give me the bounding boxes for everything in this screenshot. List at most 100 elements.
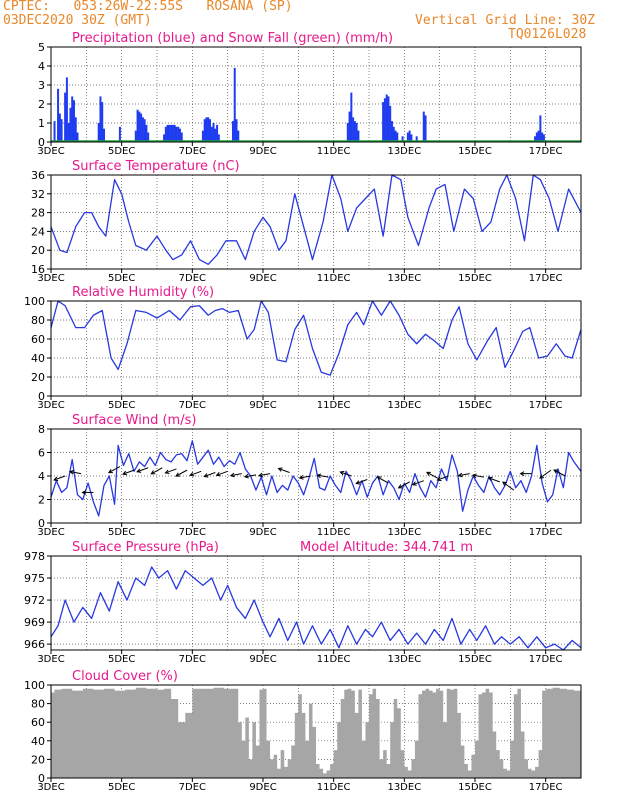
wind-arrow	[412, 480, 424, 486]
precip-bar	[67, 123, 70, 142]
precip-bar	[58, 113, 61, 142]
wind-arrow-head	[376, 476, 382, 481]
precip-bar	[214, 128, 217, 142]
y-tick-label: 6	[38, 447, 45, 460]
precip-bar	[178, 128, 181, 142]
x-tick-label: 11DEC	[317, 146, 351, 157]
x-tick-label: 13DEC	[387, 782, 421, 793]
precip-bar	[392, 126, 395, 142]
y-tick-label: 8	[38, 423, 45, 436]
x-tick-label: 3DEC	[37, 654, 64, 665]
wind-arrow-head	[69, 469, 74, 475]
panel-2: 0 20 40 60 80 100 3DEC 5DEC 7DEC 9DEC 11DEC 13DEC 15…	[24, 285, 582, 411]
precip-bar	[207, 117, 210, 142]
wind-arrow-head	[411, 481, 417, 486]
wind-arrow	[165, 468, 177, 474]
precip-bar	[203, 119, 206, 142]
cloud-cover-area	[51, 687, 581, 778]
y-tick-label: 0	[38, 772, 45, 785]
wind-arrow-head	[457, 472, 463, 478]
y-tick-label: 16	[31, 263, 45, 276]
y-tick-label: 20	[31, 244, 45, 257]
panel-frame	[50, 555, 582, 651]
wind-arrow-head	[203, 473, 209, 478]
wind-arrow	[244, 474, 257, 478]
x-tick-label: 15DEC	[458, 273, 492, 284]
precip-bar	[210, 126, 213, 142]
y-tick-label: 2	[38, 98, 45, 111]
panel-frame	[50, 174, 582, 270]
model-altitude: Model Altitude: 344.741 m	[300, 540, 473, 555]
wind-arrow-head	[519, 471, 525, 477]
panel-title: Precipitation (blue) and Snow Fall (gree…	[72, 31, 393, 46]
wind-arrow-head	[164, 469, 170, 475]
precip-bar	[383, 98, 386, 142]
y-tick-label: 100	[24, 679, 45, 692]
x-tick-label: 7DEC	[179, 782, 206, 793]
wind-arrow	[377, 476, 389, 484]
x-tick-label: 7DEC	[179, 146, 206, 157]
wind-arrow-head	[355, 480, 361, 485]
wind-arrow	[317, 474, 329, 478]
precip-bar	[212, 123, 215, 142]
temperature-line	[50, 174, 582, 265]
humidity-line	[50, 300, 582, 376]
precip-bar	[103, 128, 105, 142]
x-tick-label: 9DEC	[249, 654, 276, 665]
y-tick-label: 1	[38, 117, 45, 130]
wind-arrow-head	[189, 471, 195, 477]
x-tick-label: 17DEC	[529, 654, 563, 665]
wind-arrow	[258, 473, 271, 477]
panel-0: 0 1 2 3 4 5 3DEC 5DEC 7DEC 9DEC 11DEC 13DEC 15DEC 17D…	[37, 31, 582, 157]
precip-bar	[173, 124, 176, 142]
wind-arrow	[230, 473, 242, 477]
y-tick-label: 978	[24, 550, 45, 563]
x-tick-label: 3DEC	[37, 527, 64, 538]
precip-bar	[542, 134, 545, 142]
y-tick-label: 972	[24, 594, 45, 607]
y-tick-label: 966	[24, 638, 45, 651]
y-tick-label: 969	[24, 616, 45, 629]
x-tick-label: 9DEC	[249, 527, 276, 538]
wind-arrow	[437, 475, 449, 481]
y-tick-label: 2	[38, 494, 45, 507]
wind-arrow	[175, 469, 188, 477]
precip-bar	[143, 119, 146, 142]
run-time-header: 03DEC2020 30Z (GMT)	[3, 13, 152, 28]
y-tick-label: 5	[38, 41, 45, 54]
x-tick-label: 3DEC	[37, 273, 64, 284]
panel-3: 0 2 4 6 8 3DEC 5DEC 7DEC 9DEC 11DEC 13DEC 15DEC 17DE…	[37, 413, 582, 538]
x-tick-label: 5DEC	[108, 527, 135, 538]
product-code: TQ0126L028	[508, 27, 587, 42]
precip-bar	[168, 124, 171, 142]
wind-arrow-head	[150, 470, 156, 475]
precip-bar	[410, 134, 413, 142]
y-tick-label: 24	[31, 225, 45, 238]
precip-bar	[76, 132, 79, 142]
x-tick-label: 17DEC	[529, 146, 563, 157]
precip-bar	[387, 96, 390, 142]
wind-arrow-head	[122, 470, 128, 476]
x-tick-label: 7DEC	[179, 654, 206, 665]
wind-arrow-head	[539, 474, 544, 479]
wind-arrow	[398, 481, 410, 489]
y-tick-label: 80	[31, 698, 45, 711]
precip-bar	[389, 105, 392, 142]
wind-arrow	[539, 469, 552, 479]
precip-bar	[171, 124, 174, 142]
x-tick-label: 5DEC	[108, 654, 135, 665]
x-tick-label: 9DEC	[249, 782, 276, 793]
precip-bar	[535, 132, 538, 142]
panel-1: 16 20 24 28 32 36 3DEC 5DEC 7DEC 9DEC 11DEC 13DEC 15…	[31, 159, 582, 284]
x-tick-label: 11DEC	[317, 782, 351, 793]
precip-bar	[217, 134, 220, 142]
precip-bar	[118, 126, 121, 142]
y-tick-label: 36	[31, 169, 45, 182]
x-tick-label: 17DEC	[529, 273, 563, 284]
wind-arrow-head	[553, 469, 559, 474]
wind-arrow-head	[471, 473, 477, 479]
wind-arrow	[472, 474, 484, 478]
x-tick-label: 3DEC	[37, 782, 64, 793]
x-tick-label: 15DEC	[458, 400, 492, 411]
precip-bar	[216, 124, 219, 142]
